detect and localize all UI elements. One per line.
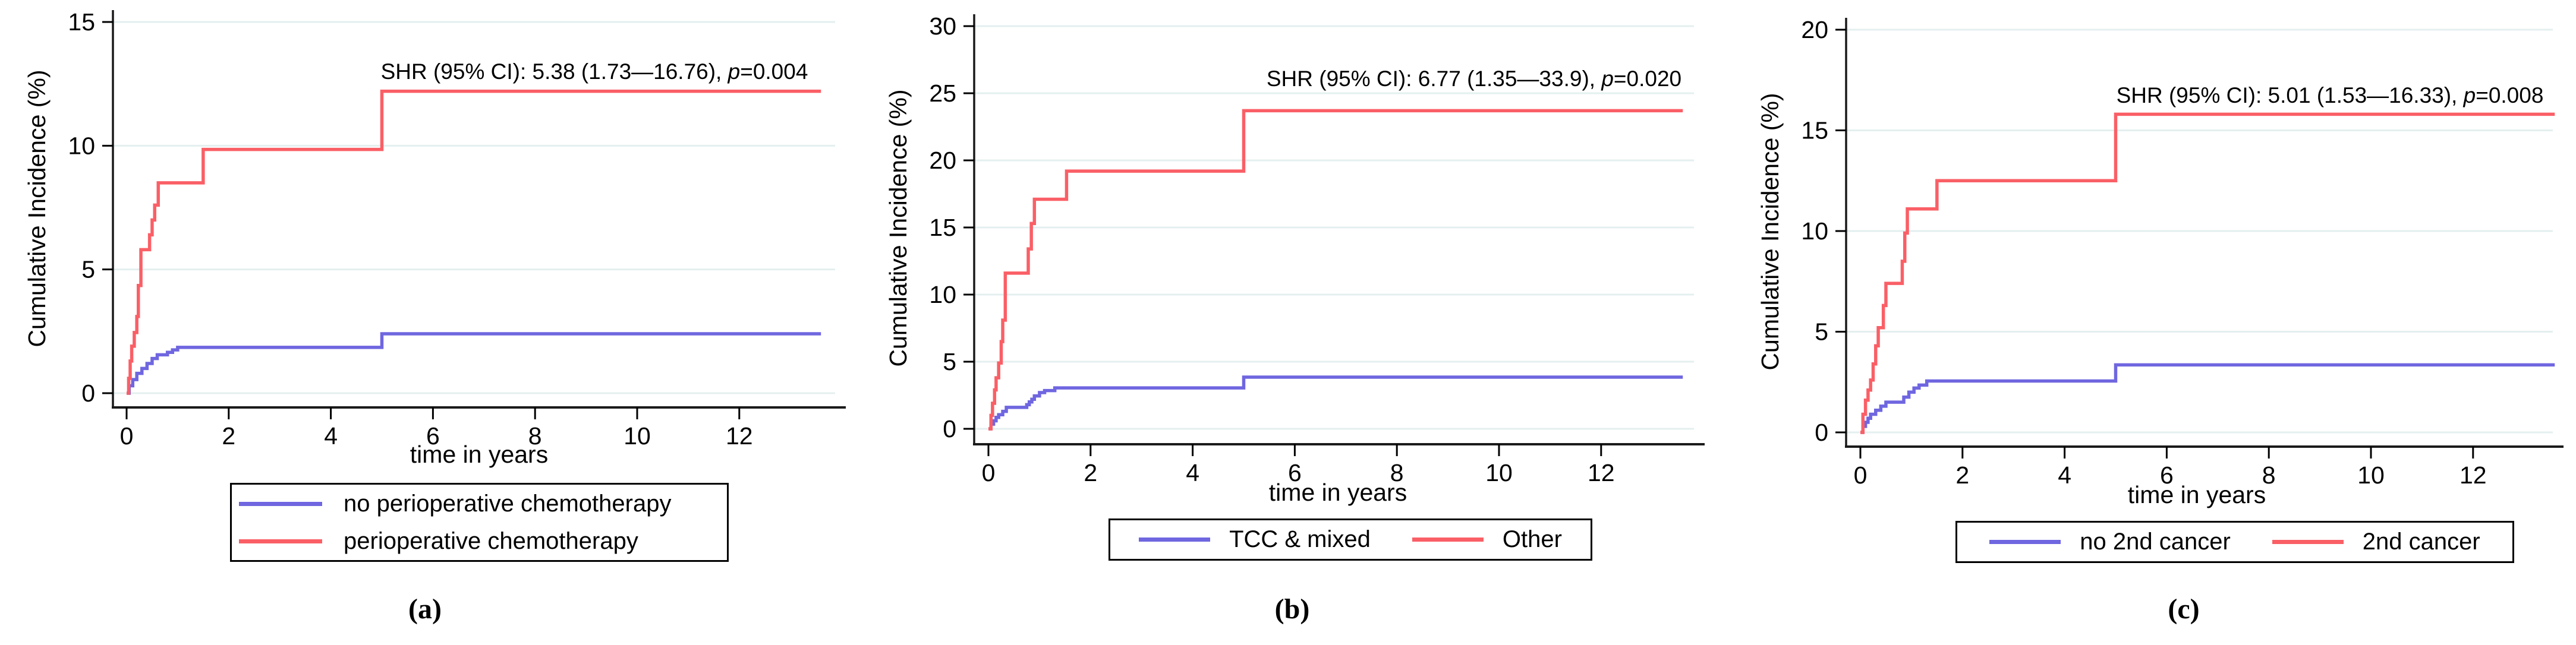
svg-text:10: 10 — [623, 422, 651, 450]
svg-text:5: 5 — [1815, 318, 1828, 346]
svg-text:10: 10 — [1801, 217, 1828, 245]
svg-text:0: 0 — [982, 459, 996, 486]
svg-text:6: 6 — [1288, 459, 1302, 486]
svg-text:5: 5 — [943, 348, 956, 375]
svg-text:10: 10 — [2357, 461, 2385, 489]
svg-text:10: 10 — [68, 132, 95, 159]
svg-text:5: 5 — [81, 256, 95, 283]
svg-text:12: 12 — [1588, 459, 1615, 486]
svg-text:0: 0 — [1854, 461, 1868, 489]
svg-text:6: 6 — [426, 422, 440, 450]
svg-text:0: 0 — [1815, 419, 1828, 446]
svg-text:6: 6 — [2160, 461, 2174, 489]
svg-text:30: 30 — [929, 12, 956, 40]
svg-text:20: 20 — [1801, 16, 1828, 43]
svg-text:25: 25 — [929, 80, 956, 107]
svg-text:15: 15 — [68, 8, 95, 36]
svg-text:0: 0 — [120, 422, 134, 450]
svg-text:10: 10 — [929, 281, 956, 308]
svg-text:4: 4 — [2058, 461, 2071, 489]
svg-text:12: 12 — [726, 422, 753, 450]
svg-text:8: 8 — [1390, 459, 1404, 486]
svg-text:10: 10 — [1485, 459, 1513, 486]
svg-text:2: 2 — [1955, 461, 1969, 489]
svg-text:8: 8 — [528, 422, 542, 450]
svg-text:20: 20 — [929, 147, 956, 174]
svg-text:15: 15 — [1801, 117, 1828, 144]
svg-text:8: 8 — [2262, 461, 2276, 489]
svg-text:2: 2 — [222, 422, 235, 450]
svg-text:2: 2 — [1084, 459, 1097, 486]
svg-text:0: 0 — [943, 415, 956, 442]
svg-text:12: 12 — [2460, 461, 2487, 489]
svg-text:15: 15 — [929, 214, 956, 241]
svg-text:0: 0 — [81, 380, 95, 407]
svg-text:4: 4 — [1186, 459, 1199, 486]
svg-text:4: 4 — [324, 422, 338, 450]
